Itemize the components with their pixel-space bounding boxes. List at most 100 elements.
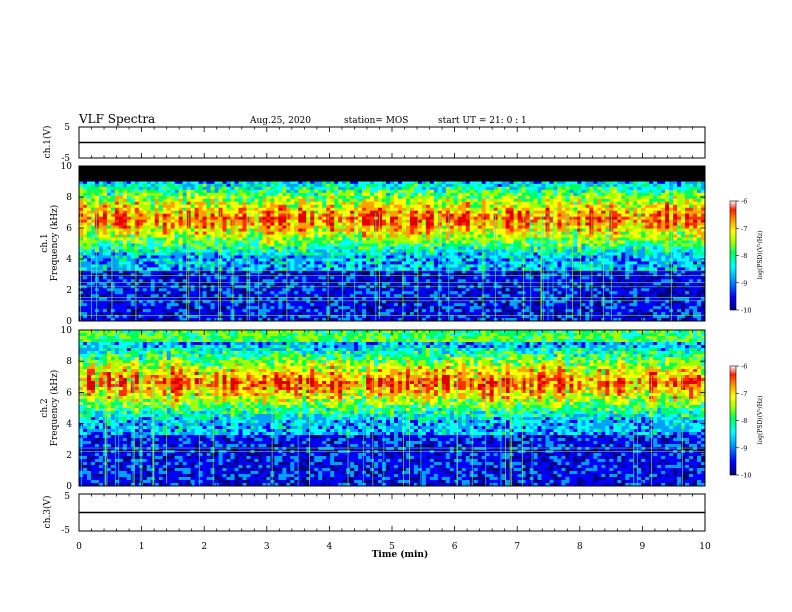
ch1-spectrogram-cell [142, 246, 148, 250]
ch1-spectrogram-cell [469, 201, 475, 206]
ch1-spectrogram-cell [370, 246, 375, 250]
ch1-spectrogram-cell [354, 198, 359, 203]
ch1-spectrogram-cell [401, 222, 407, 227]
ch1-spectrogram-cell [134, 270, 140, 274]
ch1-spectrogram-cell [397, 234, 403, 239]
ch1-spectrogram-cell [370, 234, 375, 239]
ch1-spectrogram-cell [282, 204, 287, 209]
ch1-spectrogram-cell [465, 183, 471, 188]
ch1-spectrogram-cell [266, 273, 271, 277]
ch1-spectrogram-cell [278, 195, 283, 200]
ch1-spectrogram-cell [126, 204, 132, 209]
ch1-spectrogram-cell [254, 198, 259, 203]
ch1-spectrogram-cell [310, 261, 315, 265]
ch1-spectrogram-cell [270, 306, 275, 310]
ch1-spectrogram-cell [110, 249, 116, 253]
ch1-spectrogram-cell [401, 219, 407, 224]
ch1-spectrogram-cell [142, 282, 148, 286]
ch1-spectrogram-cell [138, 243, 144, 247]
ch1-spectrogram-cell [354, 255, 359, 259]
ch1-spectrogram-cell [162, 297, 168, 301]
ch1-spectrogram-cell [282, 216, 287, 221]
ch1-spectrogram-cell [134, 273, 140, 277]
ch1-spectrogram-cell [397, 264, 403, 268]
ch1-spectrogram-cell [390, 237, 395, 242]
ch1-spectrogram-cell [178, 228, 184, 233]
ch1-spectrogram-cell [79, 300, 84, 304]
ch1-spectrogram-cell [86, 216, 92, 221]
ch1-spectrogram-cell [350, 231, 355, 236]
ch1-spectrogram-cell [182, 225, 188, 230]
ch1-spectrogram-cell [453, 228, 459, 233]
ch1-spectrogram-cell [290, 186, 295, 191]
ch1-spectrogram-cell [190, 186, 196, 191]
ch1-spectrogram-cell [214, 231, 220, 236]
ch1-spectrogram-cell [405, 246, 411, 250]
ch1-spectrogram-cell [350, 258, 355, 262]
ch1-spectrogram-cell [449, 276, 455, 280]
ch1-spectrogram-cell [342, 186, 347, 191]
ch1-spectrogram-cell [218, 273, 224, 277]
ch1-spectrogram-cell [485, 249, 491, 253]
ch1-spectrogram-cell [178, 273, 184, 277]
ch1-spectrogram-cell [246, 258, 251, 262]
ch1-spectrogram-cell [250, 192, 255, 197]
ch1-spectrogram-cell [138, 291, 144, 295]
ch1-spectrogram-cell [234, 288, 239, 292]
ch1-spectrogram-cell [118, 306, 124, 310]
ch1-spectrogram-cell [214, 264, 220, 268]
ch1-spectrogram-cell [481, 231, 487, 236]
ch1-spectrogram-cell [238, 297, 243, 301]
ch1-spectrogram-cell [397, 237, 403, 242]
ch1-spectrogram-cell [397, 282, 403, 286]
ch1-spectrogram-cell [334, 195, 339, 200]
ch1-spectrogram-cell [138, 192, 144, 197]
ch1-spectrogram-cell [206, 243, 212, 247]
ch1-spectrogram-cell [282, 279, 287, 283]
ch1-y-tick-bottom: -5 [61, 154, 70, 164]
ch1-spectrogram-cell [346, 192, 351, 197]
ch1-spectrogram-cell [306, 189, 311, 194]
ch1-spectrogram-cell [246, 315, 251, 319]
ch1-spectrogram-cell [214, 306, 220, 310]
ch1-spectrogram-cell [310, 300, 315, 304]
ch1-spectrogram-cell [102, 309, 108, 313]
ch1-spectrogram-cell [106, 309, 112, 313]
ch1-spectrogram-cell [370, 273, 375, 277]
ch1-spectrogram-cell [469, 198, 475, 203]
ch1-spectrogram-cell [330, 231, 335, 236]
ch1-spectrogram-cell [282, 276, 287, 280]
ch1-spectrogram-cell [138, 234, 144, 239]
ch1-spectrogram-cell [318, 198, 323, 203]
ch1-spectrogram-cell [334, 234, 339, 239]
ch1-spectrogram-cell [90, 189, 96, 194]
ch1-spectrogram-cell [134, 204, 140, 209]
ch1-spectrogram-cell [298, 294, 303, 298]
ch1-spectrogram-cell [286, 216, 291, 221]
ch1-spectrogram-cell [445, 249, 451, 253]
ch1-spectrogram-cell [118, 291, 124, 295]
ch1-spectrogram-cell [429, 207, 435, 212]
ch1-spectrogram-cell [194, 255, 200, 259]
ch1-spectrogram-cell [106, 225, 112, 230]
ch1-spectrogram-cell [378, 234, 383, 239]
ch1-spectrogram-cell [266, 204, 271, 209]
ch1-spectrogram-cell [262, 315, 267, 319]
ch1-spectrogram-cell [154, 192, 160, 197]
ch1-spectrogram-cell [374, 312, 379, 316]
ch1-spectrogram-cell [278, 282, 283, 286]
ch1-spectrogram-cell [154, 252, 160, 256]
ch1-spectrogram-cell [234, 198, 239, 203]
ch1-spectrogram-cell [250, 249, 255, 253]
ch1-spectrogram-cell [322, 246, 327, 250]
ch1-spectrogram-cell [90, 219, 96, 224]
ch1-spectrogram-cell [222, 255, 228, 259]
ch1-spectrogram-cell [421, 288, 427, 292]
ch1-spectrogram-cell [298, 306, 303, 310]
ch1-spectrogram-cell [485, 303, 491, 307]
ch1-spectrogram-cell [86, 267, 92, 271]
ch1-spectrogram-cell [146, 192, 152, 197]
ch1-spectrogram-cell [122, 195, 128, 200]
ch1-spectrogram-cell [94, 282, 100, 286]
ch1-spectrogram-cell [354, 207, 359, 212]
